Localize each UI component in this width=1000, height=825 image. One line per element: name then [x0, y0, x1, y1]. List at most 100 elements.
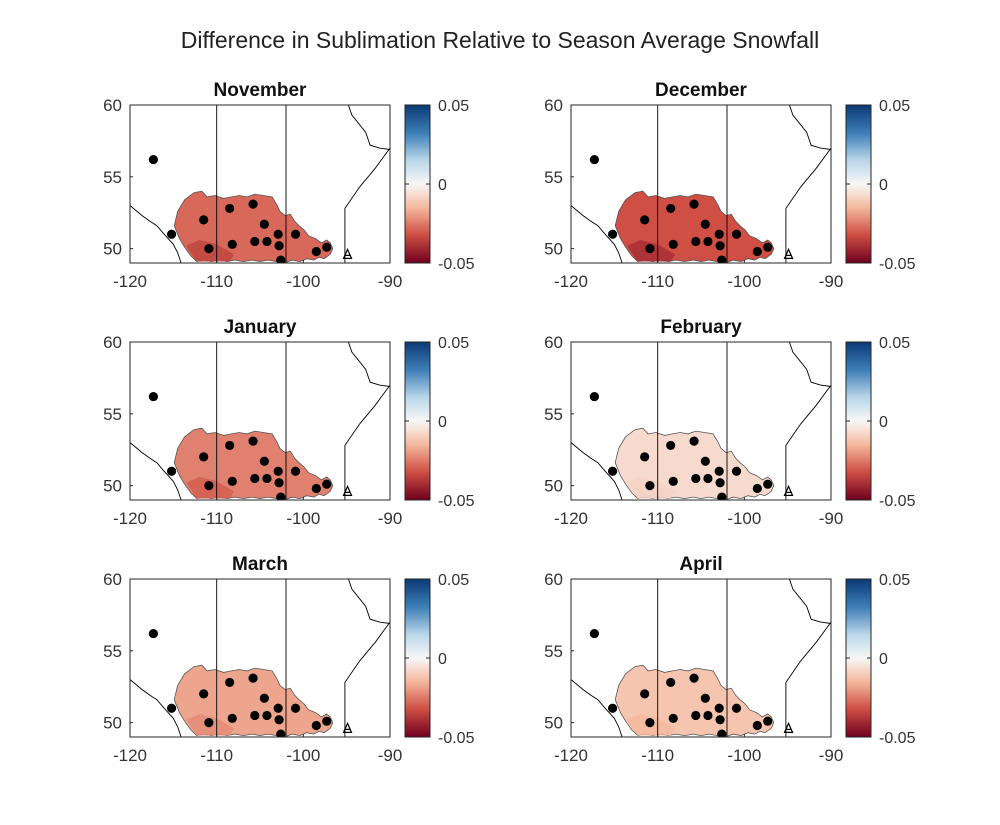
- boundary-line: [347, 342, 390, 387]
- colorbar-tick-label: 0.05: [879, 572, 910, 589]
- boundary-line: [344, 384, 390, 500]
- colorbar-tick-label: 0: [879, 651, 888, 668]
- y-tick-label: 60: [544, 570, 563, 589]
- station-marker: [645, 718, 655, 728]
- station-marker: [717, 729, 727, 737]
- station-marker: [290, 466, 301, 476]
- station-marker: [717, 492, 727, 500]
- station-marker: [148, 628, 158, 639]
- station-marker: [589, 391, 600, 402]
- station-marker: [731, 229, 742, 239]
- x-tick-label: -120: [113, 509, 147, 528]
- map-layer: [571, 105, 831, 263]
- station-marker: [608, 229, 618, 239]
- x-tick-label: -100: [727, 509, 761, 528]
- boundary-line: [347, 105, 390, 150]
- station-marker: [608, 466, 618, 476]
- station-marker: [259, 693, 269, 703]
- station-marker: [225, 677, 235, 688]
- panel-december: December -120 -110 -100 -90 60 55 50 0.05 0 -0.05: [544, 80, 915, 291]
- station-marker: [248, 199, 258, 209]
- colorbar: [845, 104, 872, 264]
- station-marker: [311, 246, 321, 257]
- boundary-line: [571, 679, 623, 737]
- station-marker: [199, 215, 209, 225]
- lake-icon: [342, 721, 353, 733]
- station-marker: [589, 628, 600, 639]
- station-marker: [273, 466, 283, 476]
- panels-container: November-120 -110 -100 -906055500.050-0.05D…: [103, 80, 915, 765]
- colorbar-tick-label: -0.05: [438, 730, 475, 747]
- y-tick-label: 60: [103, 333, 122, 352]
- station-marker: [752, 720, 762, 731]
- y-tick-label: 50: [103, 477, 122, 496]
- station-marker: [204, 718, 214, 728]
- x-tick-label: -120: [554, 509, 588, 528]
- station-marker: [262, 236, 272, 247]
- station-marker: [250, 710, 260, 721]
- station-marker: [225, 440, 235, 451]
- station-marker: [167, 703, 177, 713]
- station-marker: [715, 241, 725, 251]
- axes-frame: [570, 578, 832, 738]
- station-marker: [227, 239, 237, 249]
- station-marker: [589, 154, 600, 165]
- x-tick-label: -90: [819, 746, 844, 765]
- colorbar-tick-label: -0.05: [879, 730, 916, 747]
- colorbar-tick-label: 0.05: [438, 572, 469, 589]
- station-marker: [668, 713, 678, 723]
- station-marker: [276, 492, 286, 500]
- station-marker: [227, 713, 237, 723]
- boundary-line: [130, 205, 182, 263]
- station-marker: [274, 241, 284, 251]
- map-layer: [130, 105, 390, 263]
- station-marker: [322, 716, 332, 726]
- station-marker: [666, 677, 676, 688]
- lake-icon: [783, 247, 794, 259]
- boundary-line: [788, 105, 831, 150]
- y-tick-label: 50: [103, 714, 122, 733]
- lake-icon: [783, 721, 794, 733]
- boundary-line: [344, 147, 390, 263]
- station-marker: [689, 673, 699, 683]
- x-tick-label: -100: [286, 272, 320, 291]
- colorbar-tick-label: 0.05: [438, 98, 469, 115]
- x-tick-label: -100: [286, 509, 320, 528]
- station-marker: [250, 473, 260, 484]
- x-tick-label: -90: [819, 509, 844, 528]
- station-marker: [199, 689, 209, 699]
- station-marker: [752, 483, 762, 494]
- station-marker: [273, 229, 283, 239]
- panel-title: February: [660, 317, 742, 338]
- station-marker: [204, 244, 214, 254]
- boundary-line: [785, 147, 831, 263]
- station-marker: [276, 729, 286, 737]
- y-tick-label: 50: [103, 240, 122, 259]
- panel-november: November -120 -110 -100 -90 60 55 50 0.05 0 -0.05: [103, 80, 474, 291]
- station-marker: [689, 436, 699, 446]
- station-marker: [204, 481, 214, 491]
- station-marker: [259, 456, 269, 466]
- station-marker: [199, 452, 209, 462]
- colorbar-tick-label: 0: [438, 651, 447, 668]
- station-marker: [645, 244, 655, 254]
- colorbar-tick-label: -0.05: [879, 256, 916, 273]
- panel-title: January: [224, 317, 297, 338]
- x-tick-label: -120: [554, 746, 588, 765]
- x-tick-label: -100: [727, 272, 761, 291]
- x-tick-label: -120: [113, 746, 147, 765]
- station-marker: [703, 710, 713, 721]
- station-marker: [262, 473, 272, 484]
- y-tick-label: 55: [544, 642, 563, 661]
- map-layer: [571, 579, 831, 737]
- map-layer: [130, 579, 390, 737]
- y-tick-label: 50: [544, 477, 563, 496]
- station-marker: [276, 255, 286, 263]
- station-marker: [273, 703, 283, 713]
- station-marker: [763, 716, 773, 726]
- y-tick-label: 60: [103, 570, 122, 589]
- colorbar: [845, 341, 872, 501]
- station-marker: [691, 710, 701, 721]
- panel-march: March -120 -110 -100 -90 60 55 50 0.05 0 -0.05: [103, 554, 474, 765]
- colorbar-tick-label: 0: [438, 414, 447, 431]
